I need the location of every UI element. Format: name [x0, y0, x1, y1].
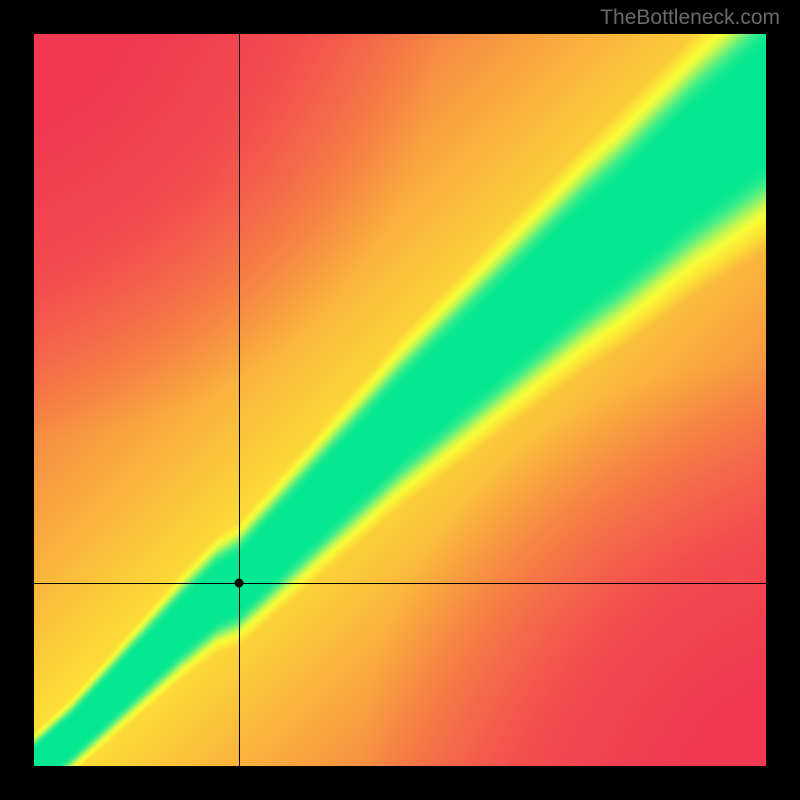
heatmap-plot-area — [34, 34, 766, 766]
crosshair-vertical-line — [239, 34, 240, 766]
crosshair-horizontal-line — [34, 583, 766, 584]
selection-marker-dot — [234, 579, 243, 588]
watermark-text: TheBottleneck.com — [600, 6, 780, 30]
heatmap-canvas — [34, 34, 766, 766]
